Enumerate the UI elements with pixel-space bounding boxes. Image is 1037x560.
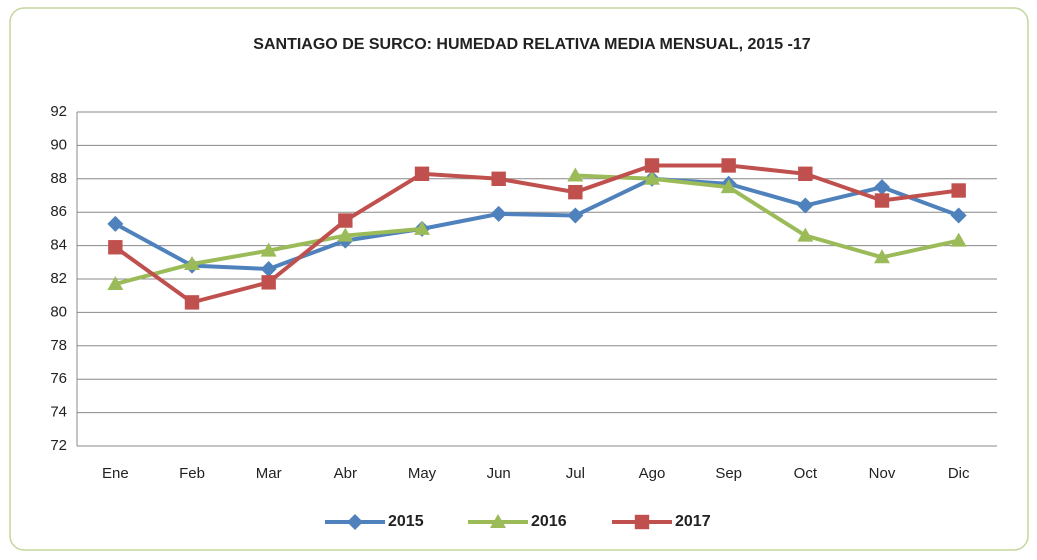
- marker: [874, 179, 890, 196]
- series-line: [114, 176, 960, 271]
- marker: [874, 193, 890, 208]
- marker: [874, 249, 890, 264]
- marker: [260, 242, 277, 257]
- y-tick-label: 88: [50, 170, 67, 187]
- legend-label: 2017: [675, 513, 711, 530]
- marker: [950, 207, 967, 224]
- y-tick-label: 80: [50, 303, 67, 320]
- x-tick-label: Feb: [179, 465, 205, 482]
- y-tick-label: 72: [50, 437, 67, 454]
- legend-label: 2015: [388, 513, 424, 530]
- x-tick-label: Jul: [566, 465, 585, 482]
- marker: [950, 232, 967, 247]
- y-tick-label: 86: [50, 203, 67, 220]
- marker: [798, 166, 813, 181]
- marker: [634, 514, 650, 530]
- x-tick-label: Sep: [715, 465, 742, 482]
- y-tick-label: 78: [50, 337, 67, 354]
- marker: [107, 215, 124, 232]
- marker: [491, 171, 506, 186]
- marker: [720, 179, 737, 194]
- y-tick-label: 90: [50, 136, 67, 153]
- marker: [338, 213, 353, 228]
- x-tick-label: Abr: [334, 465, 357, 482]
- x-tick-label: Mar: [256, 465, 282, 482]
- marker: [797, 227, 814, 242]
- marker: [184, 255, 200, 270]
- y-tick-label: 84: [50, 237, 67, 254]
- marker: [567, 207, 584, 224]
- marker: [414, 166, 430, 181]
- marker: [490, 514, 506, 528]
- marker: [414, 220, 430, 235]
- y-tick-label: 76: [50, 370, 67, 387]
- marker: [951, 183, 966, 198]
- marker: [644, 158, 660, 173]
- x-tick-label: Dic: [948, 465, 970, 482]
- marker: [260, 260, 277, 277]
- y-tick-label: 74: [50, 404, 67, 421]
- x-tick-label: Jun: [487, 465, 511, 482]
- x-tick-label: Ago: [639, 465, 666, 482]
- y-tick-label: 82: [50, 270, 67, 287]
- marker: [347, 514, 363, 530]
- x-tick-label: Ene: [102, 465, 129, 482]
- series-line: [114, 163, 959, 305]
- marker: [644, 170, 660, 185]
- marker: [337, 227, 354, 242]
- marker: [261, 275, 276, 290]
- y-tick-label: 92: [50, 103, 67, 120]
- marker: [721, 158, 736, 173]
- marker: [568, 184, 583, 200]
- marker: [797, 197, 814, 214]
- x-tick-label: Oct: [794, 465, 818, 482]
- legend-label: 2016: [531, 513, 567, 530]
- x-tick-label: Nov: [869, 465, 896, 482]
- chart-title: SANTIAGO DE SURCO: HUMEDAD RELATIVA MEDI…: [253, 36, 810, 53]
- marker: [184, 295, 200, 310]
- marker: [107, 276, 124, 291]
- marker: [108, 240, 123, 255]
- x-tick-label: May: [408, 465, 437, 482]
- marker: [567, 167, 584, 182]
- marker: [490, 205, 507, 222]
